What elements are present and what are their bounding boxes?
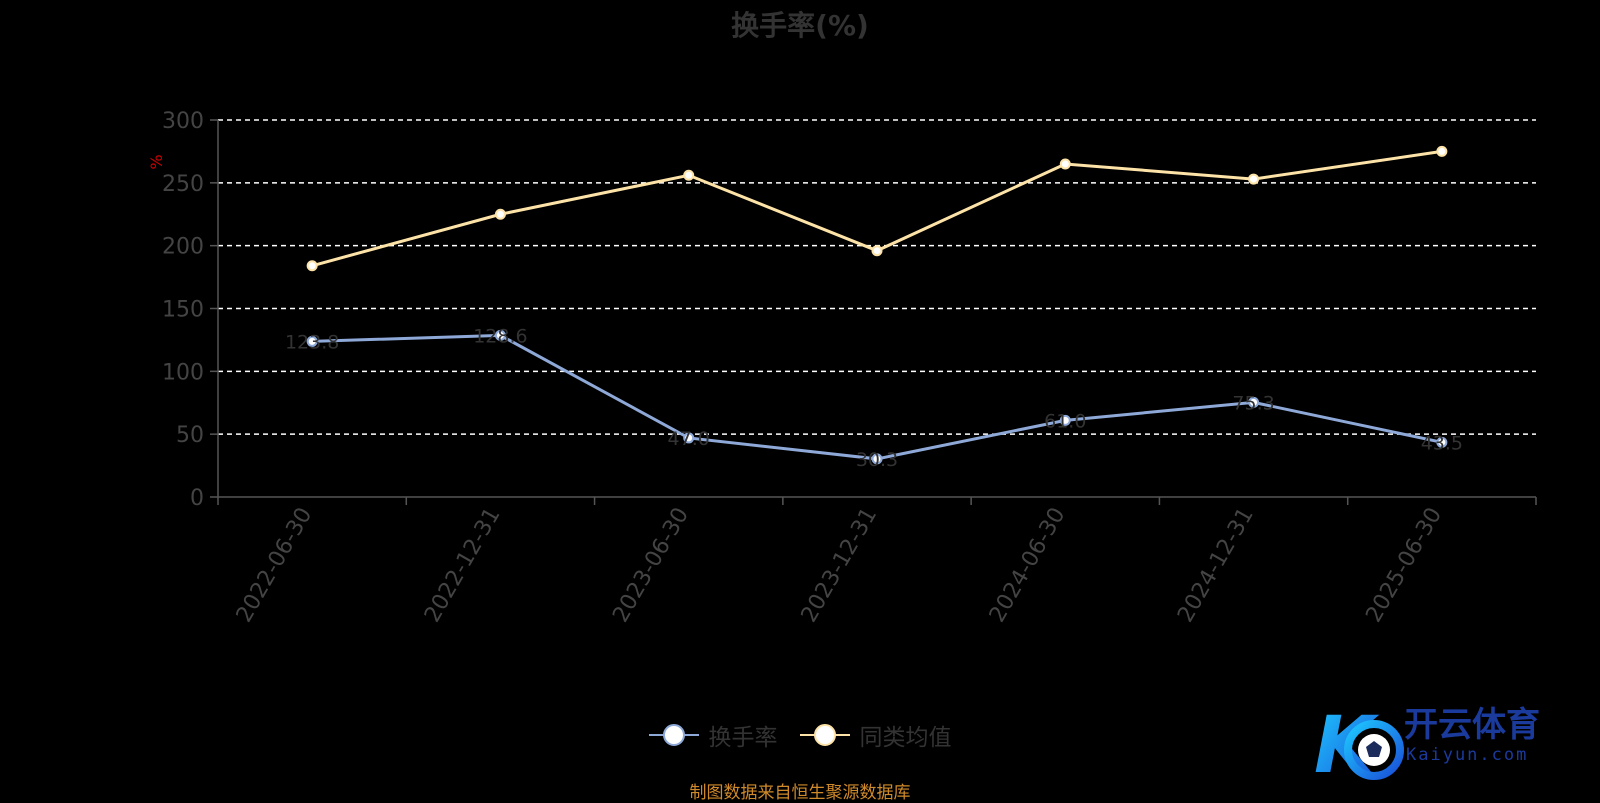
axes: 0 50 100 150 200 250 300 2022-06-30 2022-12-31 20… xyxy=(147,109,1537,627)
x-tick-label: 2023-12-31 xyxy=(797,504,883,627)
data-label: 43.5 xyxy=(1421,432,1463,454)
legend-label-series-2: 同类均值 xyxy=(859,725,952,751)
legend-swatch-series-2 xyxy=(799,724,850,746)
series-1-point xyxy=(1248,396,1260,408)
y-tick-label: 200 xyxy=(162,235,204,260)
data-label: 61.0 xyxy=(1044,410,1086,432)
y-tick-label: 0 xyxy=(190,486,204,511)
legend: 换手率 同类均值 xyxy=(0,718,1600,752)
y-tick-label: 100 xyxy=(162,360,204,385)
data-labels: 123.8 128.6 47.0 30.3 61.0 75.3 43.5 xyxy=(285,325,1463,471)
x-tick-label: 2024-12-31 xyxy=(1173,504,1259,627)
series-1-point xyxy=(871,453,883,465)
data-label: 30.3 xyxy=(856,449,898,471)
series-layer xyxy=(306,145,1448,465)
series-1-point xyxy=(1059,414,1071,426)
series-1-point xyxy=(1436,436,1448,448)
series-2-point xyxy=(871,245,883,257)
x-tick-label: 2022-12-31 xyxy=(420,504,506,627)
kaiyun-logo: K 开云体育 Kaiyun.com xyxy=(1314,701,1540,790)
data-label: 47.0 xyxy=(668,428,710,450)
legend-label-series-1: 换手率 xyxy=(708,725,778,751)
series-2-point xyxy=(1059,158,1071,170)
logo-subtext: Kaiyun.com xyxy=(1406,745,1528,765)
series-1-point xyxy=(683,432,695,444)
x-tick-label: 2022-06-30 xyxy=(232,504,318,627)
source-note: 制图数据来自恒生聚源数据库 xyxy=(689,783,911,803)
chart-title: 换手率(%) xyxy=(731,9,869,42)
series-2-point xyxy=(1248,173,1260,185)
series-1-point xyxy=(306,335,318,347)
data-label: 123.8 xyxy=(285,331,339,353)
x-tick-label: 2025-06-30 xyxy=(1361,504,1447,627)
y-axis-label: % xyxy=(147,154,166,169)
x-tick-label: 2024-06-30 xyxy=(985,504,1071,627)
y-tick-label: 150 xyxy=(162,298,204,323)
series-2-point xyxy=(494,208,506,220)
series-1-point xyxy=(494,329,506,341)
y-tick-label: 250 xyxy=(162,172,204,197)
logo-text: 开云体育 xyxy=(1404,705,1540,745)
data-label: 75.3 xyxy=(1232,392,1274,414)
series-2-point xyxy=(683,169,695,181)
y-tick-label: 50 xyxy=(176,423,204,448)
y-tick-label: 300 xyxy=(162,109,204,134)
series-2-point xyxy=(306,260,318,272)
legend-swatch-series-1 xyxy=(648,724,699,746)
legend-item-series-1[interactable]: 换手率 xyxy=(648,718,778,752)
data-label: 128.6 xyxy=(473,325,527,347)
legend-item-series-2[interactable]: 同类均值 xyxy=(799,718,952,752)
x-tick-label: 2023-06-30 xyxy=(608,504,694,627)
series-2-point xyxy=(1436,145,1448,157)
